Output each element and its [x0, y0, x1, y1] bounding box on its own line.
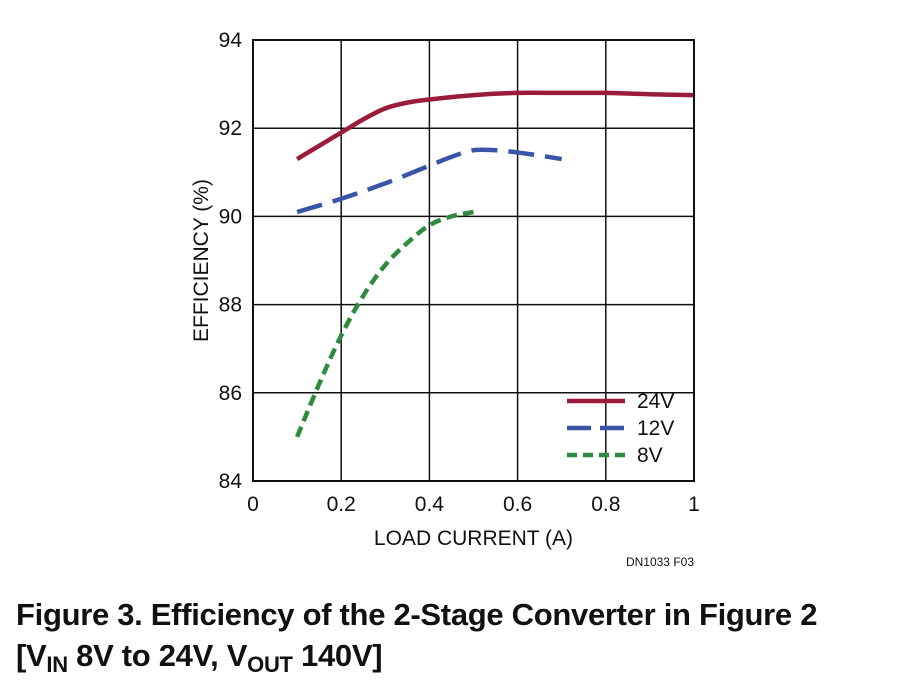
legend: 24V 12V 8V: [567, 390, 674, 467]
x-tick-label: 0.6: [503, 493, 532, 516]
series-lines: [295, 90, 695, 438]
legend-label-8v: 8V: [637, 444, 663, 467]
caption-part: 8V to 24V, V: [67, 638, 248, 673]
y-tick-label: 92: [219, 117, 242, 140]
series-line-8v: [295, 209, 474, 438]
y-tick-label: 86: [219, 382, 242, 405]
figure-id: DN1033 F03: [626, 555, 694, 569]
y-tick-labels: 84 86 88 90 92 94: [219, 29, 243, 493]
x-axis-label: LOAD CURRENT (A): [374, 527, 573, 550]
y-tick-label: 88: [219, 294, 242, 317]
grid-lines: [253, 40, 694, 481]
legend-label-12v: 12V: [637, 417, 674, 440]
x-tick-label: 1: [688, 493, 700, 516]
x-tick-label: 0.2: [327, 493, 356, 516]
caption-part: [V: [16, 638, 47, 673]
y-tick-label: 94: [219, 29, 243, 52]
y-tick-label: 90: [219, 205, 242, 228]
y-tick-label: 84: [219, 470, 243, 493]
legend-label-24v: 24V: [637, 390, 674, 413]
x-tick-labels: 0 0.2 0.4 0.6 0.8 1: [247, 493, 700, 516]
efficiency-chart: 0 0.2 0.4 0.6 0.8 1 84 86 88 90 92 94 LOAD CURRENT…: [190, 29, 700, 569]
caption-subscript-in: IN: [46, 652, 68, 677]
caption-line-2: [VIN 8V to 24V, VOUT 140V]: [16, 635, 886, 676]
plot-frame: [252, 39, 695, 482]
x-tick-label: 0.8: [591, 493, 620, 516]
x-tick-label: 0: [247, 493, 259, 516]
x-tick-label: 0.4: [415, 493, 445, 516]
caption-line-1: Figure 3. Efficiency of the 2-Stage Conv…: [16, 597, 818, 632]
caption-part: 140V]: [292, 638, 383, 673]
series-line-24v: [295, 90, 695, 161]
series-line-12v: [296, 147, 563, 215]
figure-caption: Figure 3. Efficiency of the 2-Stage Conv…: [16, 594, 886, 676]
caption-subscript-out: OUT: [247, 652, 293, 677]
y-axis-label: EFFICIENCY (%): [190, 179, 213, 342]
